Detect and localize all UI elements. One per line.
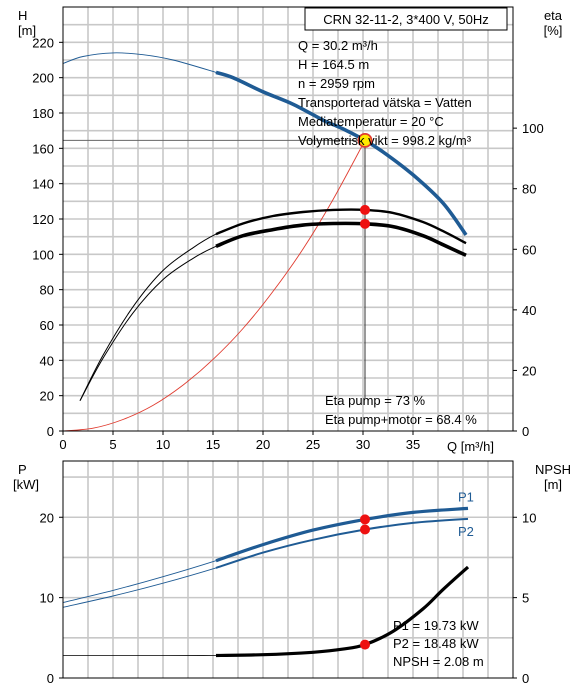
y-tick-label-right: 100 <box>522 121 544 136</box>
p2-operating-point <box>360 524 370 535</box>
y-tick-label-left: 40 <box>40 353 54 368</box>
eta-pump-motor-curve-duty-range <box>215 221 467 257</box>
y-tick-label-left: 100 <box>32 247 54 262</box>
info-density: Volymetrisk vikt = 998.2 kg/m³ <box>298 133 472 148</box>
y-tick-label-left: 0 <box>47 671 54 685</box>
p2-curve <box>62 518 469 608</box>
bottom-chart-ticks: 0 10 20 0 5 10 <box>40 510 537 685</box>
info-p1: P1 = 19.73 kW <box>393 618 479 633</box>
x-tick-label: 10 <box>156 437 170 452</box>
power-info: P1 = 19.73 kW P2 = 18.48 kW NPSH = 2.08 … <box>393 618 484 669</box>
series-label-p1: P1 <box>458 489 474 504</box>
eta-pump-operating-point <box>360 204 370 215</box>
duty-point-marker <box>357 132 373 148</box>
y-tick-label-left: 0 <box>47 424 54 439</box>
y-tick-label-left: 220 <box>32 35 54 50</box>
x-axis-label: Q [m³/h] <box>447 439 494 454</box>
info-eta-pump: Eta pump = 73 % <box>325 393 426 408</box>
info-eta-pump-motor: Eta pump+motor = 68.4 % <box>325 412 477 427</box>
y-tick-label-left: 140 <box>32 177 54 192</box>
info-liquid: Transporterad vätska = Vatten <box>298 95 472 110</box>
x-tick-label: 15 <box>206 437 220 452</box>
y-tick-label-left: 60 <box>40 318 54 333</box>
system-curve <box>62 140 366 432</box>
x-tick-label: 5 <box>109 437 116 452</box>
y-tick-label-left: 10 <box>40 591 54 606</box>
x-tick-label: 25 <box>306 437 320 452</box>
x-tick-label: 0 <box>59 437 66 452</box>
top-y-axis-label-left: H [m] <box>18 8 36 38</box>
y-tick-label-left: 20 <box>40 389 54 404</box>
bottom-chart-series: P1 P2 <box>62 489 474 658</box>
top-y-axis-label-right: eta [%] <box>544 8 563 38</box>
y-tick-label-left: 180 <box>32 106 54 121</box>
npsh-operating-point <box>360 639 370 650</box>
y-tick-label-right: 40 <box>522 303 536 318</box>
y-tick-label-left: 80 <box>40 283 54 298</box>
series-label-p2: P2 <box>458 524 474 539</box>
y-tick-label-left: 20 <box>40 510 54 525</box>
pump-title: CRN 32-11-2, 3*400 V, 50Hz <box>323 12 488 27</box>
y-tick-label-right: 0 <box>522 671 529 685</box>
y-tick-label-left: 120 <box>32 212 54 227</box>
y-tick-label-right: 20 <box>522 363 536 378</box>
y-tick-label-left: 200 <box>32 71 54 86</box>
efficiency-info: Eta pump = 73 % Eta pump+motor = 68.4 % <box>325 393 477 427</box>
pump-title-box <box>304 7 508 31</box>
info-flow: Q = 30.2 m³/h <box>298 38 378 53</box>
y-tick-label-right: 10 <box>522 510 536 525</box>
bottom-chart-grid <box>63 461 513 678</box>
y-tick-label-right: 80 <box>522 182 536 197</box>
top-chart-series <box>62 52 468 432</box>
eta-pump-motor-operating-point <box>360 218 370 229</box>
top-chart-grid <box>63 7 513 431</box>
info-npsh: NPSH = 2.08 m <box>393 654 484 669</box>
p1-operating-point <box>360 514 370 525</box>
p1-curve-duty-range <box>215 506 469 563</box>
bottom-chart-frame <box>62 460 514 679</box>
top-chart-ticks: 0 5 10 15 20 25 30 35 0 20 40 60 80 100 120 140 160 180 20… <box>32 35 543 452</box>
y-tick-label-right: 60 <box>522 242 536 257</box>
eta-pump-curve-duty-range <box>215 208 467 245</box>
x-tick-label: 30 <box>356 437 370 452</box>
y-tick-label-right: 5 <box>522 591 529 606</box>
info-temperature: Mediatemperatur = 20 °C <box>298 114 444 129</box>
bottom-y-axis-label-left: P [kW] <box>13 462 39 492</box>
bottom-y-axis-label-right: NPSH [m] <box>535 462 571 492</box>
p1-curve <box>62 507 469 603</box>
head-curve-duty-range <box>215 70 468 236</box>
info-head: H = 164.5 m <box>298 57 369 72</box>
y-tick-label-left: 160 <box>32 141 54 156</box>
y-tick-label-right: 0 <box>522 424 529 439</box>
p2-curve-duty-range <box>215 517 469 569</box>
x-tick-label: 20 <box>256 437 270 452</box>
operating-point-info: Q = 30.2 m³/h H = 164.5 m n = 2959 rpm T… <box>298 38 472 148</box>
info-p2: P2 = 18.48 kW <box>393 636 479 651</box>
x-tick-label: 35 <box>406 437 420 452</box>
info-speed: n = 2959 rpm <box>298 76 375 91</box>
